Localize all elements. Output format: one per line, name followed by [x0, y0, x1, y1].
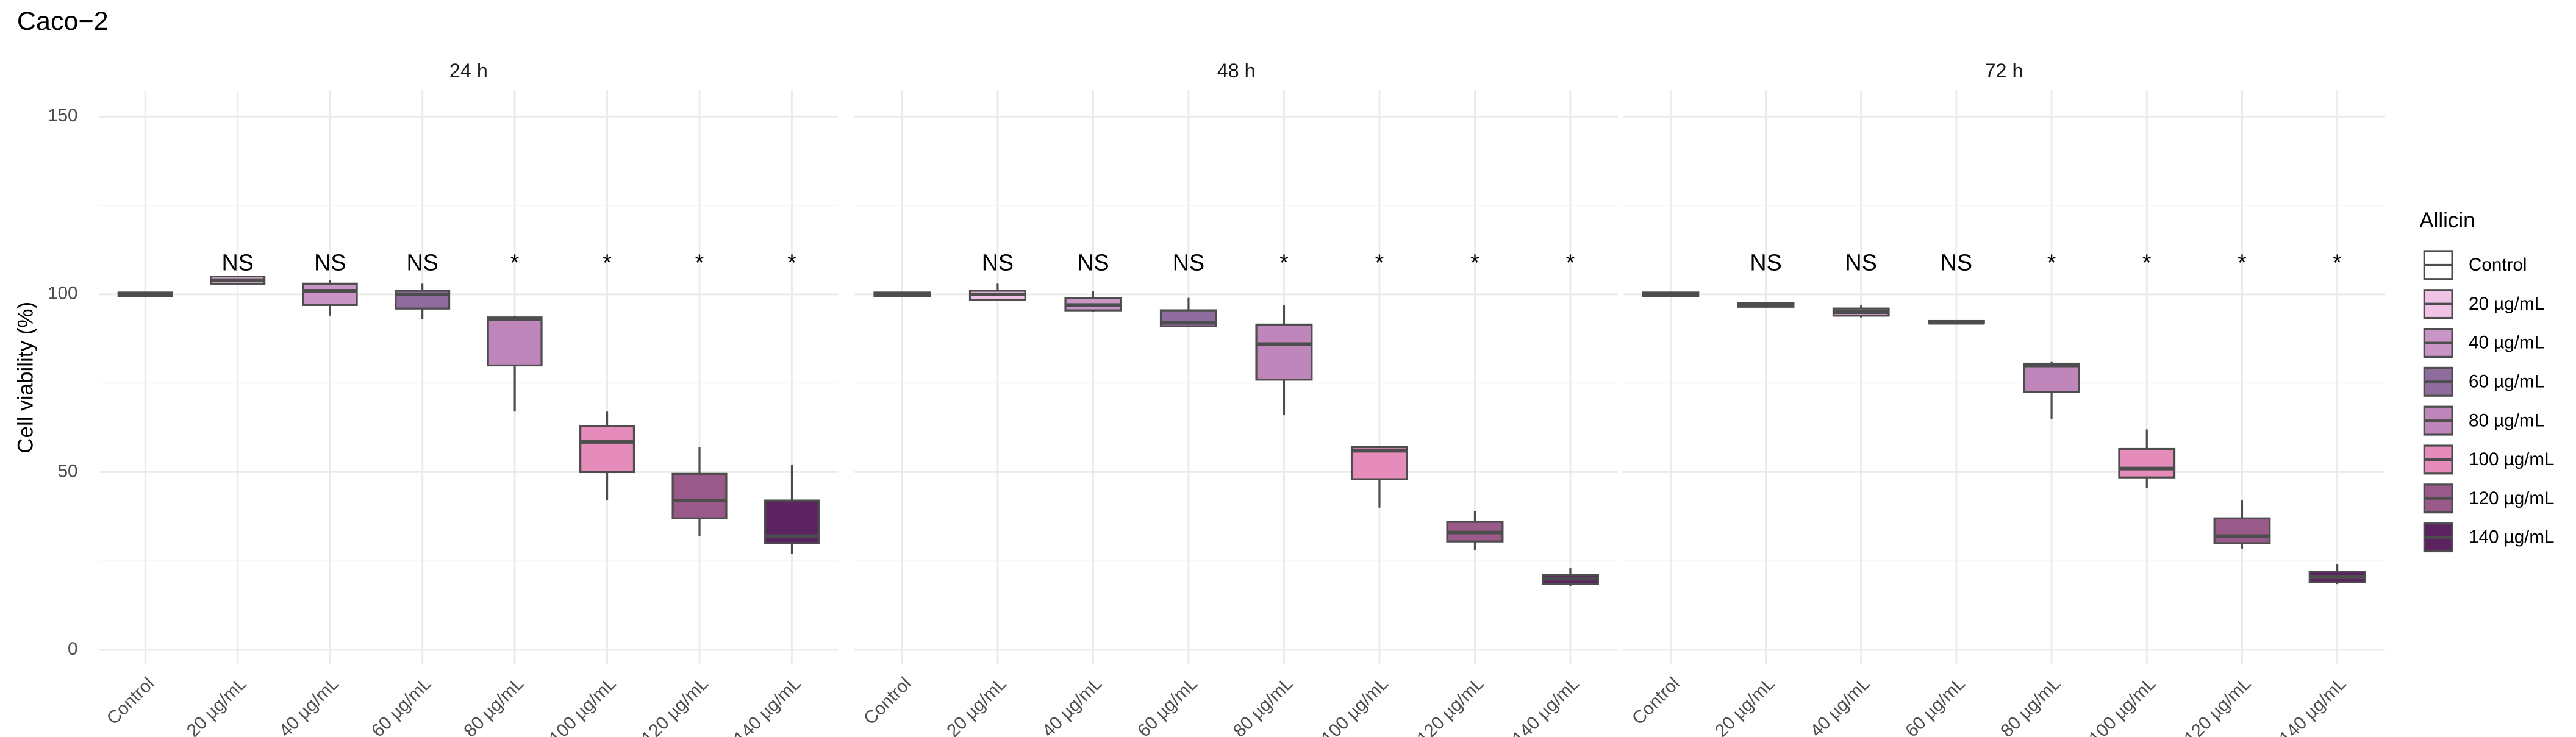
y-tick-label: 0 [68, 639, 77, 659]
significance-label: * [2142, 249, 2152, 275]
box [2213, 517, 2271, 544]
significance-label: * [1375, 249, 1384, 275]
facet-title: 48 h [1217, 60, 1256, 82]
y-tick-label: 150 [48, 105, 77, 126]
facet-title: 24 h [449, 60, 488, 82]
legend-label: 60 µg/mL [2469, 371, 2544, 391]
box [671, 472, 728, 519]
significance-label: NS [222, 249, 254, 275]
y-axis-title: Cell viability (%) [13, 302, 37, 454]
significance-label: * [603, 249, 612, 275]
box [302, 282, 358, 306]
box [487, 316, 543, 367]
significance-label: NS [406, 249, 438, 275]
significance-label: NS [1941, 249, 1972, 275]
significance-label: * [1566, 249, 1575, 275]
significance-label: * [510, 249, 520, 275]
significance-label: NS [982, 249, 1014, 275]
y-tick-label: 100 [48, 283, 77, 304]
significance-label: * [787, 249, 796, 275]
legend-label: 20 µg/mL [2469, 294, 2544, 314]
chart-title: Caco−2 [17, 7, 109, 36]
box [2023, 362, 2080, 393]
y-tick-label: 50 [58, 461, 78, 481]
legend-label: 140 µg/mL [2469, 527, 2555, 547]
significance-label: * [2238, 249, 2247, 275]
significance-label: * [1470, 249, 1479, 275]
significance-label: * [695, 249, 704, 275]
legend-label: 120 µg/mL [2469, 488, 2555, 508]
significance-label: NS [1750, 249, 1781, 275]
facet-title: 72 h [1985, 60, 2023, 82]
legend-label: 100 µg/mL [2469, 449, 2555, 469]
significance-label: NS [1845, 249, 1877, 275]
box [2118, 447, 2176, 479]
significance-label: * [1279, 249, 1289, 275]
box [1255, 323, 1313, 381]
significance-label: NS [1077, 249, 1109, 275]
significance-label: NS [314, 249, 346, 275]
significance-label: * [2333, 249, 2342, 275]
legend-label: 80 µg/mL [2469, 410, 2544, 430]
box [579, 425, 635, 474]
significance-label: NS [1173, 249, 1204, 275]
significance-label: * [2047, 249, 2056, 275]
legend-label: Control [2469, 255, 2527, 275]
legend-title: Allicin [2419, 208, 2475, 232]
legend-label: 40 µg/mL [2469, 333, 2544, 353]
